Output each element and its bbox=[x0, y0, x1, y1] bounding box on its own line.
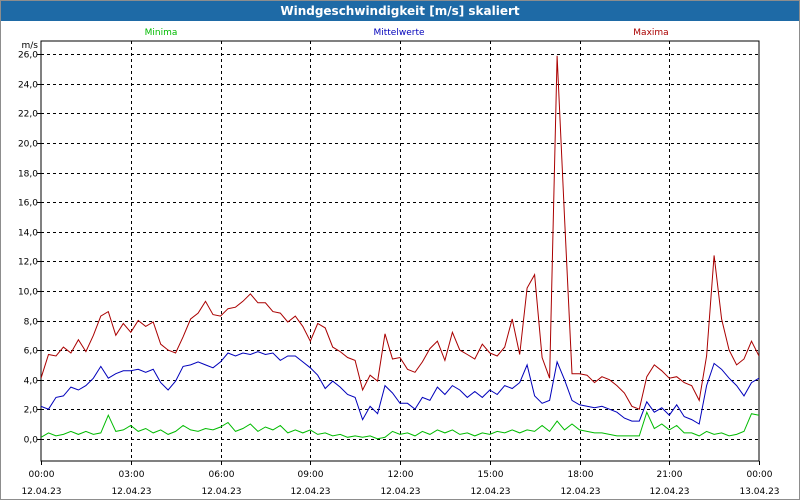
y-tick-label: 2,0 bbox=[24, 406, 39, 416]
x-tick-time-label: 12:00 bbox=[388, 470, 414, 480]
x-tick-time-label: 09:00 bbox=[298, 470, 324, 480]
y-tick-label: 14,0 bbox=[18, 229, 38, 239]
y-tick-label: 6,0 bbox=[24, 347, 39, 357]
x-tick-time-label: 03:00 bbox=[119, 470, 145, 480]
x-tick-date-label: 12.04.23 bbox=[290, 487, 330, 497]
x-tick-date-label: 12.04.23 bbox=[649, 487, 689, 497]
x-tick-date-label: 12.04.23 bbox=[201, 487, 241, 497]
x-tick-date-label: 12.04.23 bbox=[111, 487, 151, 497]
x-tick-time-label: 15:00 bbox=[478, 470, 504, 480]
y-tick-label: 0,0 bbox=[24, 436, 39, 446]
x-tick-date-label: 12.04.23 bbox=[470, 487, 510, 497]
x-tick-time-label: 00:00 bbox=[29, 470, 55, 480]
y-tick-label: 18,0 bbox=[18, 170, 38, 180]
legend-entry-minima: Minima bbox=[145, 28, 178, 38]
series-line-minima bbox=[41, 410, 759, 440]
legend-entry-mittelwerte: Mittelwerte bbox=[373, 28, 424, 38]
y-tick-label: 8,0 bbox=[24, 318, 39, 328]
x-tick-date-label: 12.04.23 bbox=[560, 487, 600, 497]
window-title: Windgeschwindigkeit [m/s] skaliert bbox=[1, 1, 799, 21]
x-tick-time-label: 21:00 bbox=[657, 470, 683, 480]
series-line-mittelwerte bbox=[41, 351, 759, 425]
series-line-maxima bbox=[41, 55, 759, 410]
x-tick-time-label: 18:00 bbox=[568, 470, 594, 480]
y-tick-label: 26,0 bbox=[18, 51, 38, 61]
x-tick-time-label: 00:00 bbox=[747, 470, 773, 480]
x-tick-date-label: 13.04.23 bbox=[739, 487, 779, 497]
legend-entry-maxima: Maxima bbox=[633, 28, 668, 38]
x-tick-date-label: 12.04.23 bbox=[380, 487, 420, 497]
x-tick-date-label: 12.04.23 bbox=[21, 487, 61, 497]
y-tick-label: 12,0 bbox=[18, 258, 38, 268]
x-tick-time-label: 06:00 bbox=[209, 470, 235, 480]
y-tick-label: 10,0 bbox=[18, 288, 38, 298]
y-tick-label: 16,0 bbox=[18, 199, 38, 209]
y-axis-label: m/s bbox=[22, 41, 39, 51]
y-tick-label: 24,0 bbox=[18, 81, 38, 91]
y-tick-label: 4,0 bbox=[24, 377, 39, 387]
y-tick-label: 22,0 bbox=[18, 110, 38, 120]
y-tick-label: 20,0 bbox=[18, 140, 38, 150]
